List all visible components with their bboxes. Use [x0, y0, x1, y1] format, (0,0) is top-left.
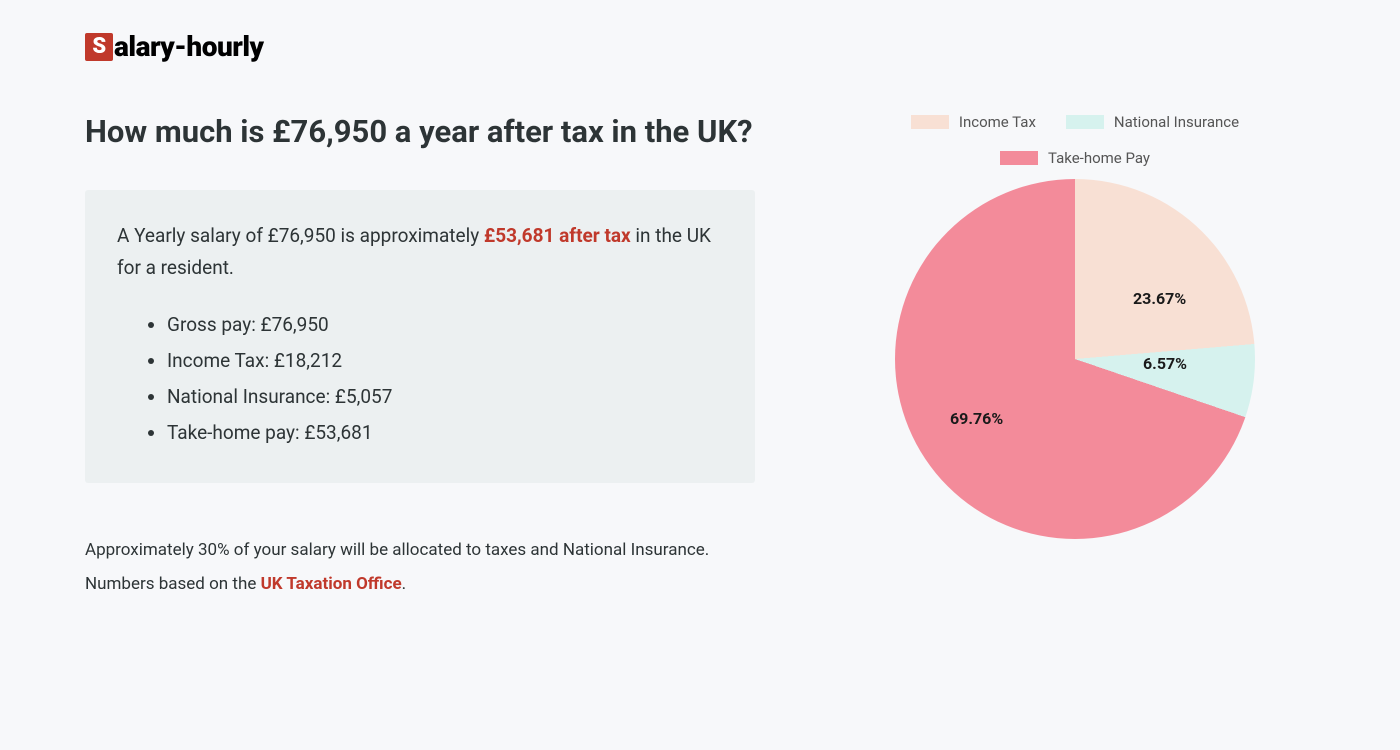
summary-highlight: £53,681 after tax: [484, 224, 631, 247]
main-content: How much is £76,950 a year after tax in …: [85, 113, 1315, 601]
breakdown-item: National Insurance: £5,057: [167, 379, 723, 415]
footer-line2-prefix: Numbers based on the: [85, 574, 261, 594]
legend-item-national-insurance: National Insurance: [1066, 113, 1239, 131]
left-column: How much is £76,950 a year after tax in …: [85, 113, 755, 601]
legend-label: Take-home Pay: [1048, 149, 1150, 167]
slice-label-national-insurance: 6.57%: [1143, 354, 1187, 373]
legend-swatch: [1000, 151, 1038, 165]
breakdown-item: Income Tax: £18,212: [167, 343, 723, 379]
chart-legend: Income Tax National Insurance Take-home …: [885, 113, 1265, 167]
slice-label-income-tax: 23.67%: [1133, 289, 1186, 308]
legend-swatch: [1066, 115, 1104, 129]
footer-line1: Approximately 30% of your salary will be…: [85, 540, 709, 560]
right-column: Income Tax National Insurance Take-home …: [835, 113, 1315, 601]
breakdown-item: Gross pay: £76,950: [167, 307, 723, 343]
logo-text: alary-hourly: [114, 30, 264, 63]
site-logo: Salary-hourly: [85, 30, 1315, 63]
summary-text: A Yearly salary of £76,950 is approximat…: [117, 220, 723, 285]
breakdown-list: Gross pay: £76,950 Income Tax: £18,212 N…: [117, 307, 723, 451]
taxation-office-link[interactable]: UK Taxation Office: [261, 574, 402, 594]
footer-text: Approximately 30% of your salary will be…: [85, 533, 755, 601]
pie-chart: 23.67% 6.57% 69.76%: [895, 179, 1255, 539]
pie-graphic: [895, 179, 1255, 539]
footer-line2-suffix: .: [402, 574, 406, 594]
summary-prefix: A Yearly salary of £76,950 is approximat…: [117, 224, 484, 247]
slice-label-take-home: 69.76%: [950, 409, 1003, 428]
logo-badge: S: [85, 33, 113, 61]
legend-item-income-tax: Income Tax: [911, 113, 1036, 131]
summary-box: A Yearly salary of £76,950 is approximat…: [85, 190, 755, 483]
breakdown-item: Take-home pay: £53,681: [167, 415, 723, 451]
legend-item-take-home: Take-home Pay: [1000, 149, 1150, 167]
legend-label: Income Tax: [959, 113, 1036, 131]
page-title: How much is £76,950 a year after tax in …: [85, 113, 755, 150]
legend-label: National Insurance: [1114, 113, 1239, 131]
legend-swatch: [911, 115, 949, 129]
